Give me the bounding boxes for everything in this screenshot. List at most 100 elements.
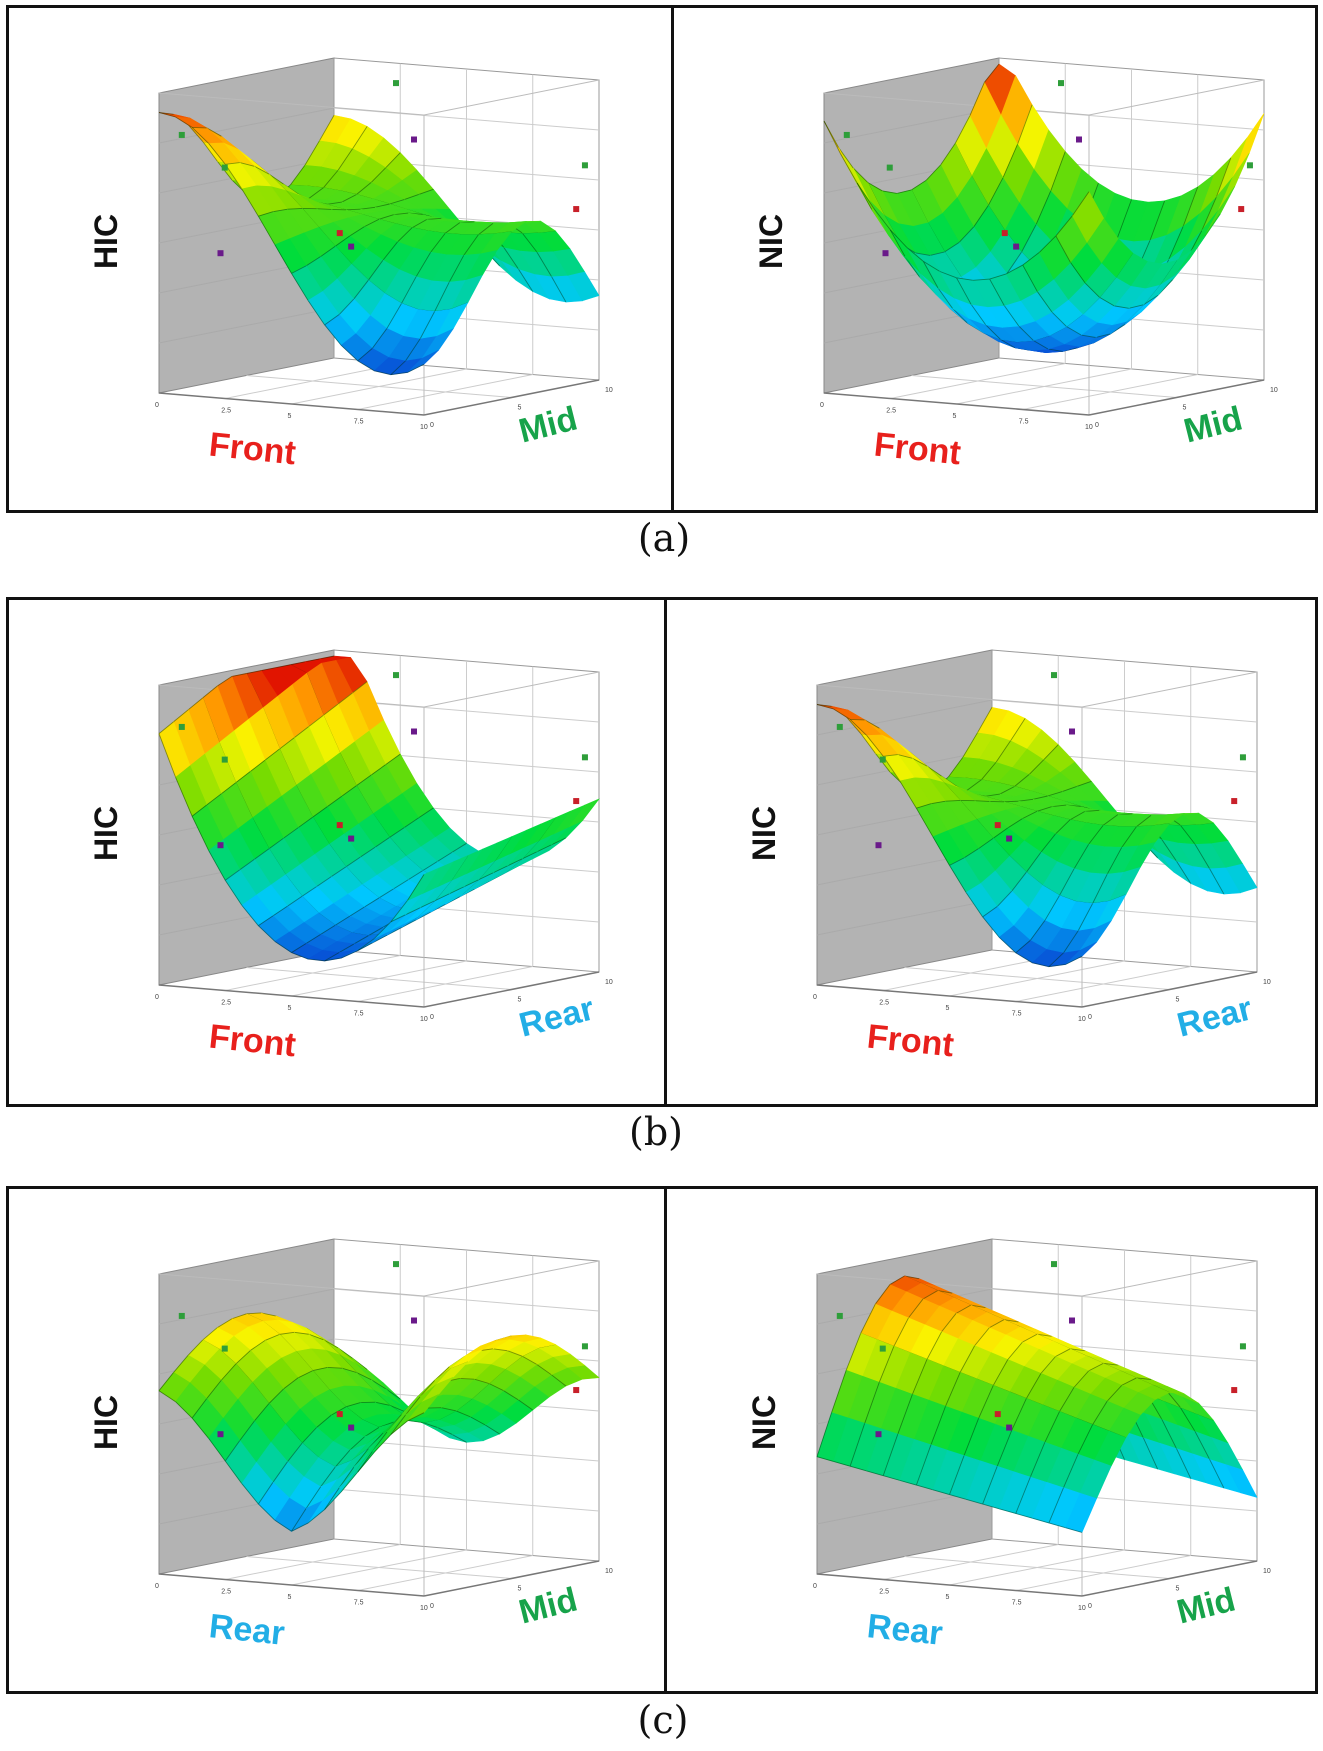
mesh-line xyxy=(258,925,276,942)
mesh-line xyxy=(305,1486,322,1509)
axis-line xyxy=(1081,1560,1258,1597)
mesh-line xyxy=(1161,1418,1177,1449)
data-point xyxy=(1231,1387,1238,1394)
mesh-line xyxy=(1092,874,1108,904)
x-tick-label: 5 xyxy=(288,1594,292,1601)
mesh-line xyxy=(521,1355,537,1365)
mesh-line xyxy=(175,777,193,817)
mesh-line xyxy=(371,328,388,349)
mesh-line xyxy=(866,735,884,757)
mesh-line xyxy=(305,256,321,267)
data-point xyxy=(1006,1424,1013,1431)
mesh-line xyxy=(187,124,204,142)
mesh-line xyxy=(338,1466,355,1489)
mesh-line xyxy=(1208,867,1225,895)
mesh-line xyxy=(437,1427,453,1435)
mesh-line xyxy=(268,837,284,850)
gridline xyxy=(158,107,335,144)
mesh-line xyxy=(405,338,421,362)
z-axis-label: HIC xyxy=(88,213,125,270)
mesh-line xyxy=(324,1487,340,1510)
mesh-line xyxy=(316,876,332,887)
mesh-line xyxy=(1003,1319,1019,1323)
mesh-line xyxy=(373,921,392,939)
mesh-line xyxy=(1114,305,1129,309)
y-tick-label: 10 xyxy=(605,1568,613,1575)
mesh-line xyxy=(418,188,434,195)
gridline xyxy=(816,699,993,736)
data-point xyxy=(336,1411,343,1418)
y-tick-label: 0 xyxy=(430,422,434,429)
mesh-line xyxy=(158,112,174,115)
data-point xyxy=(1013,243,1020,250)
mesh-line xyxy=(959,1345,976,1373)
mesh-line xyxy=(867,182,883,192)
mesh-line xyxy=(441,1407,456,1412)
mesh-line xyxy=(1048,1487,1064,1524)
data-point xyxy=(1069,728,1075,735)
mesh-line xyxy=(386,927,402,936)
mesh-line xyxy=(1179,1406,1196,1432)
mesh-line xyxy=(187,1339,204,1356)
mesh-line xyxy=(235,771,251,783)
mesh-line xyxy=(1084,282,1100,298)
mesh-line xyxy=(492,1348,508,1352)
mesh-line xyxy=(378,214,394,220)
mesh-line xyxy=(224,1440,241,1462)
mesh-line xyxy=(1003,305,1020,327)
mesh-line xyxy=(1048,1522,1066,1529)
mesh-line xyxy=(974,800,990,802)
mesh-line xyxy=(206,1379,222,1399)
data-point xyxy=(879,1345,886,1352)
mesh-line xyxy=(956,277,974,281)
mesh-line xyxy=(272,208,288,213)
mesh-line xyxy=(349,906,365,917)
mesh-line xyxy=(434,893,450,902)
mesh-line xyxy=(521,851,537,860)
y-tick-label: 10 xyxy=(1263,979,1271,986)
mesh-line xyxy=(882,756,901,782)
mesh-line xyxy=(904,256,920,278)
mesh-line xyxy=(254,165,270,175)
mesh-line xyxy=(254,848,270,860)
mesh-line xyxy=(1029,920,1046,941)
x-tick-label: 5 xyxy=(946,1005,950,1012)
mesh-line xyxy=(989,278,1005,306)
mesh-line xyxy=(1076,780,1092,787)
mesh-line xyxy=(334,1449,351,1468)
mesh-line xyxy=(231,1313,247,1320)
mesh-line xyxy=(360,206,376,210)
mesh-line xyxy=(319,655,335,660)
mesh-line xyxy=(304,658,320,663)
mesh-line xyxy=(353,935,369,945)
y-tick-label: 0 xyxy=(430,1603,434,1610)
mesh-line xyxy=(856,182,873,210)
data-point xyxy=(1231,798,1238,805)
mesh-line xyxy=(293,726,310,739)
mesh-line xyxy=(1070,1348,1085,1352)
mesh-line xyxy=(1018,325,1034,341)
mesh-line xyxy=(221,782,237,795)
mesh-line xyxy=(860,733,876,754)
mesh-line xyxy=(1015,1476,1031,1514)
mesh-line xyxy=(297,816,314,829)
mesh-line xyxy=(882,190,897,194)
axis-line xyxy=(1088,379,1265,416)
mesh-line xyxy=(551,837,567,846)
mesh-line xyxy=(1029,1442,1046,1478)
data-point xyxy=(1051,1261,1057,1268)
mesh-line xyxy=(915,252,931,256)
mesh-line xyxy=(324,952,340,962)
mesh-line xyxy=(331,866,347,878)
mesh-line xyxy=(1040,1356,1056,1374)
mesh-line xyxy=(258,211,274,217)
mesh-line xyxy=(941,1313,957,1333)
mesh-line xyxy=(864,1382,880,1424)
divider xyxy=(664,1189,667,1691)
mesh-line xyxy=(158,1372,174,1391)
mesh-line xyxy=(897,1394,913,1435)
mesh-line xyxy=(1048,964,1066,968)
figure-row-a: 0 2.5 5 7.5 10 0 5 10 HIC Front Mid 0 2.5 5 7.5 10 0 5 10… xyxy=(6,5,1318,513)
cube-edge xyxy=(823,92,1090,116)
